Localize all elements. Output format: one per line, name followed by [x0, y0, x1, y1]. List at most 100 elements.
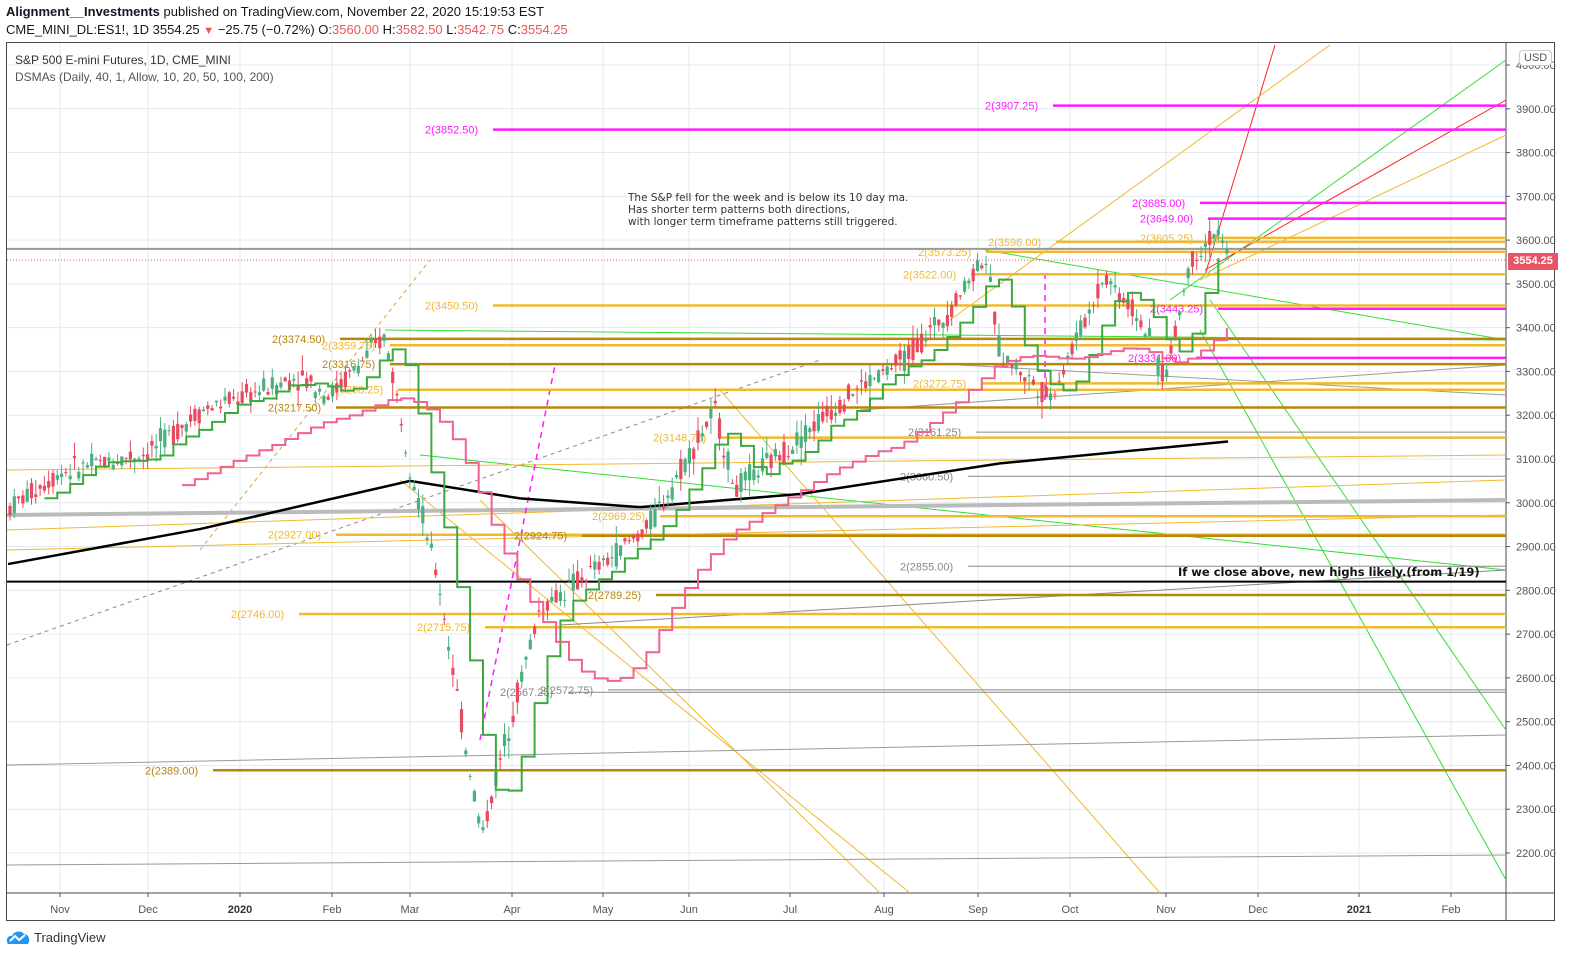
trend-line	[719, 389, 1161, 894]
trend-line	[6, 479, 1507, 531]
trend-line	[1169, 59, 1507, 301]
close-value: 3554.25	[520, 22, 568, 37]
svg-text:Feb: Feb	[1442, 904, 1461, 916]
level-label: 2(3258.25)	[330, 385, 383, 397]
svg-text:2021: 2021	[1347, 904, 1371, 916]
candles	[8, 217, 1229, 834]
level-label: 2(2969.25)	[592, 511, 645, 523]
symbol-header: CME_MINI_DL:ES1!, 1D 3554.25 ▼ −25.75 (−…	[6, 22, 568, 37]
analysis-note: The S&P fell for the week and is below i…	[628, 192, 909, 228]
level-label: 2(3148.75)	[653, 433, 706, 445]
level-label: 2(2715.75)	[417, 622, 470, 634]
level-label: 2(2567.25)	[500, 687, 553, 699]
svg-text:Nov: Nov	[50, 904, 70, 916]
level-label: 2(3359.75)	[322, 340, 375, 352]
svg-text:2400.00: 2400.00	[1516, 760, 1556, 772]
level-label: 2(2924.75)	[514, 531, 567, 543]
svg-text:2500.00: 2500.00	[1516, 717, 1556, 729]
svg-text:Jun: Jun	[680, 904, 698, 916]
grid	[7, 43, 1506, 893]
symbol-name: CME_MINI_DL:ES1!, 1D	[6, 22, 150, 37]
author-name[interactable]: Alignment__Investments	[6, 4, 160, 19]
svg-text:2700.00: 2700.00	[1516, 629, 1556, 641]
level-label: 2(3852.50)	[425, 125, 478, 137]
level-label: 2(3374.50)	[272, 334, 325, 346]
svg-text:2300.00: 2300.00	[1516, 804, 1556, 816]
svg-text:3300.00: 3300.00	[1516, 366, 1556, 378]
low-label: L:	[446, 22, 458, 37]
level-label: 2(3443.25)	[1150, 304, 1203, 316]
tradingview-brand[interactable]: TradingView	[6, 929, 106, 945]
trend-line	[6, 514, 1507, 551]
level-label: 2(3596.00)	[988, 237, 1041, 249]
level-label: 2(2855.00)	[900, 561, 953, 573]
moving-average-line	[182, 328, 1228, 682]
level-label: 2(2389.00)	[145, 765, 198, 777]
brand-name: TradingView	[34, 929, 106, 945]
currency-badge[interactable]: USD	[1519, 50, 1553, 66]
trend-line	[479, 364, 556, 741]
level-label: 2(3272.75)	[913, 378, 966, 390]
svg-text:Jul: Jul	[783, 904, 797, 916]
level-label: 2(3649.00)	[1140, 214, 1193, 226]
svg-text:Apr: Apr	[503, 904, 520, 916]
svg-text:2900.00: 2900.00	[1516, 542, 1556, 554]
ma-200-line	[7, 440, 1229, 566]
close-label: C:	[507, 22, 521, 37]
svg-text:3600.00: 3600.00	[1516, 235, 1556, 247]
level-label: 2(3060.50)	[900, 471, 953, 483]
price-change: −25.75 (−0.72%)	[217, 22, 315, 37]
svg-text:Dec: Dec	[1248, 904, 1268, 916]
svg-text:Dec: Dec	[138, 904, 158, 916]
trend-line	[419, 454, 1507, 571]
svg-text:2020: 2020	[228, 904, 252, 916]
level-label: 2(3331.00)	[1128, 353, 1181, 365]
trend-line	[6, 734, 1507, 766]
trend-line	[399, 479, 911, 894]
last-price: 3554.25	[152, 22, 200, 37]
level-label: 2(3161.25)	[908, 427, 961, 439]
trend-line	[1199, 329, 1507, 881]
open-label: O:	[318, 22, 333, 37]
svg-text:3500.00: 3500.00	[1516, 279, 1556, 291]
svg-text:2200.00: 2200.00	[1516, 848, 1556, 860]
level-label: 2(3450.50)	[425, 301, 478, 313]
high-value: 3582.50	[395, 22, 443, 37]
level-label: 2(3685.00)	[1132, 198, 1185, 210]
svg-text:3400.00: 3400.00	[1516, 323, 1556, 335]
svg-text:Aug: Aug	[874, 904, 894, 916]
indicator-legend[interactable]: DSMAs (Daily, 40, 1, Allow, 10, 20, 50, …	[15, 70, 274, 84]
svg-text:3200.00: 3200.00	[1516, 410, 1556, 422]
trend-line	[1199, 134, 1507, 281]
svg-text:Mar: Mar	[401, 904, 420, 916]
level-label: 2(3573.25)	[918, 247, 971, 259]
publish-header: Alignment__Investments published on Trad…	[6, 4, 544, 19]
trend-line	[6, 454, 1507, 471]
series-legend[interactable]: S&P 500 E-mini Futures, 1D, CME_MINI	[15, 53, 231, 67]
svg-text:Feb: Feb	[323, 904, 342, 916]
svg-text:3100.00: 3100.00	[1516, 454, 1556, 466]
open-value: 3560.00	[332, 22, 380, 37]
trend-line	[479, 499, 881, 894]
svg-text:3800.00: 3800.00	[1516, 148, 1556, 160]
high-label: H:	[382, 22, 396, 37]
svg-text:May: May	[593, 904, 614, 916]
level-label: 2(2789.25)	[588, 590, 641, 602]
level-label: 2(2746.00)	[231, 609, 284, 621]
level-label: 2(3217.50)	[268, 403, 321, 415]
chart-frame	[6, 42, 1555, 921]
level-label: 2(3907.25)	[985, 101, 1038, 113]
svg-text:3000.00: 3000.00	[1516, 498, 1556, 510]
level-label: 2(2572.75)	[540, 685, 593, 697]
trend-line	[984, 249, 1507, 341]
down-triangle-icon: ▼	[203, 25, 215, 37]
trend-line	[6, 498, 1507, 517]
trend-line	[6, 854, 1507, 866]
svg-text:2600.00: 2600.00	[1516, 673, 1556, 685]
breakout-note: If we close above, new highs likely.(fro…	[1178, 565, 1480, 579]
level-label: 2(3522.00)	[903, 269, 956, 281]
svg-text:3700.00: 3700.00	[1516, 191, 1556, 203]
level-label: 2(3316.75)	[322, 359, 375, 371]
svg-text:Sep: Sep	[968, 904, 988, 916]
